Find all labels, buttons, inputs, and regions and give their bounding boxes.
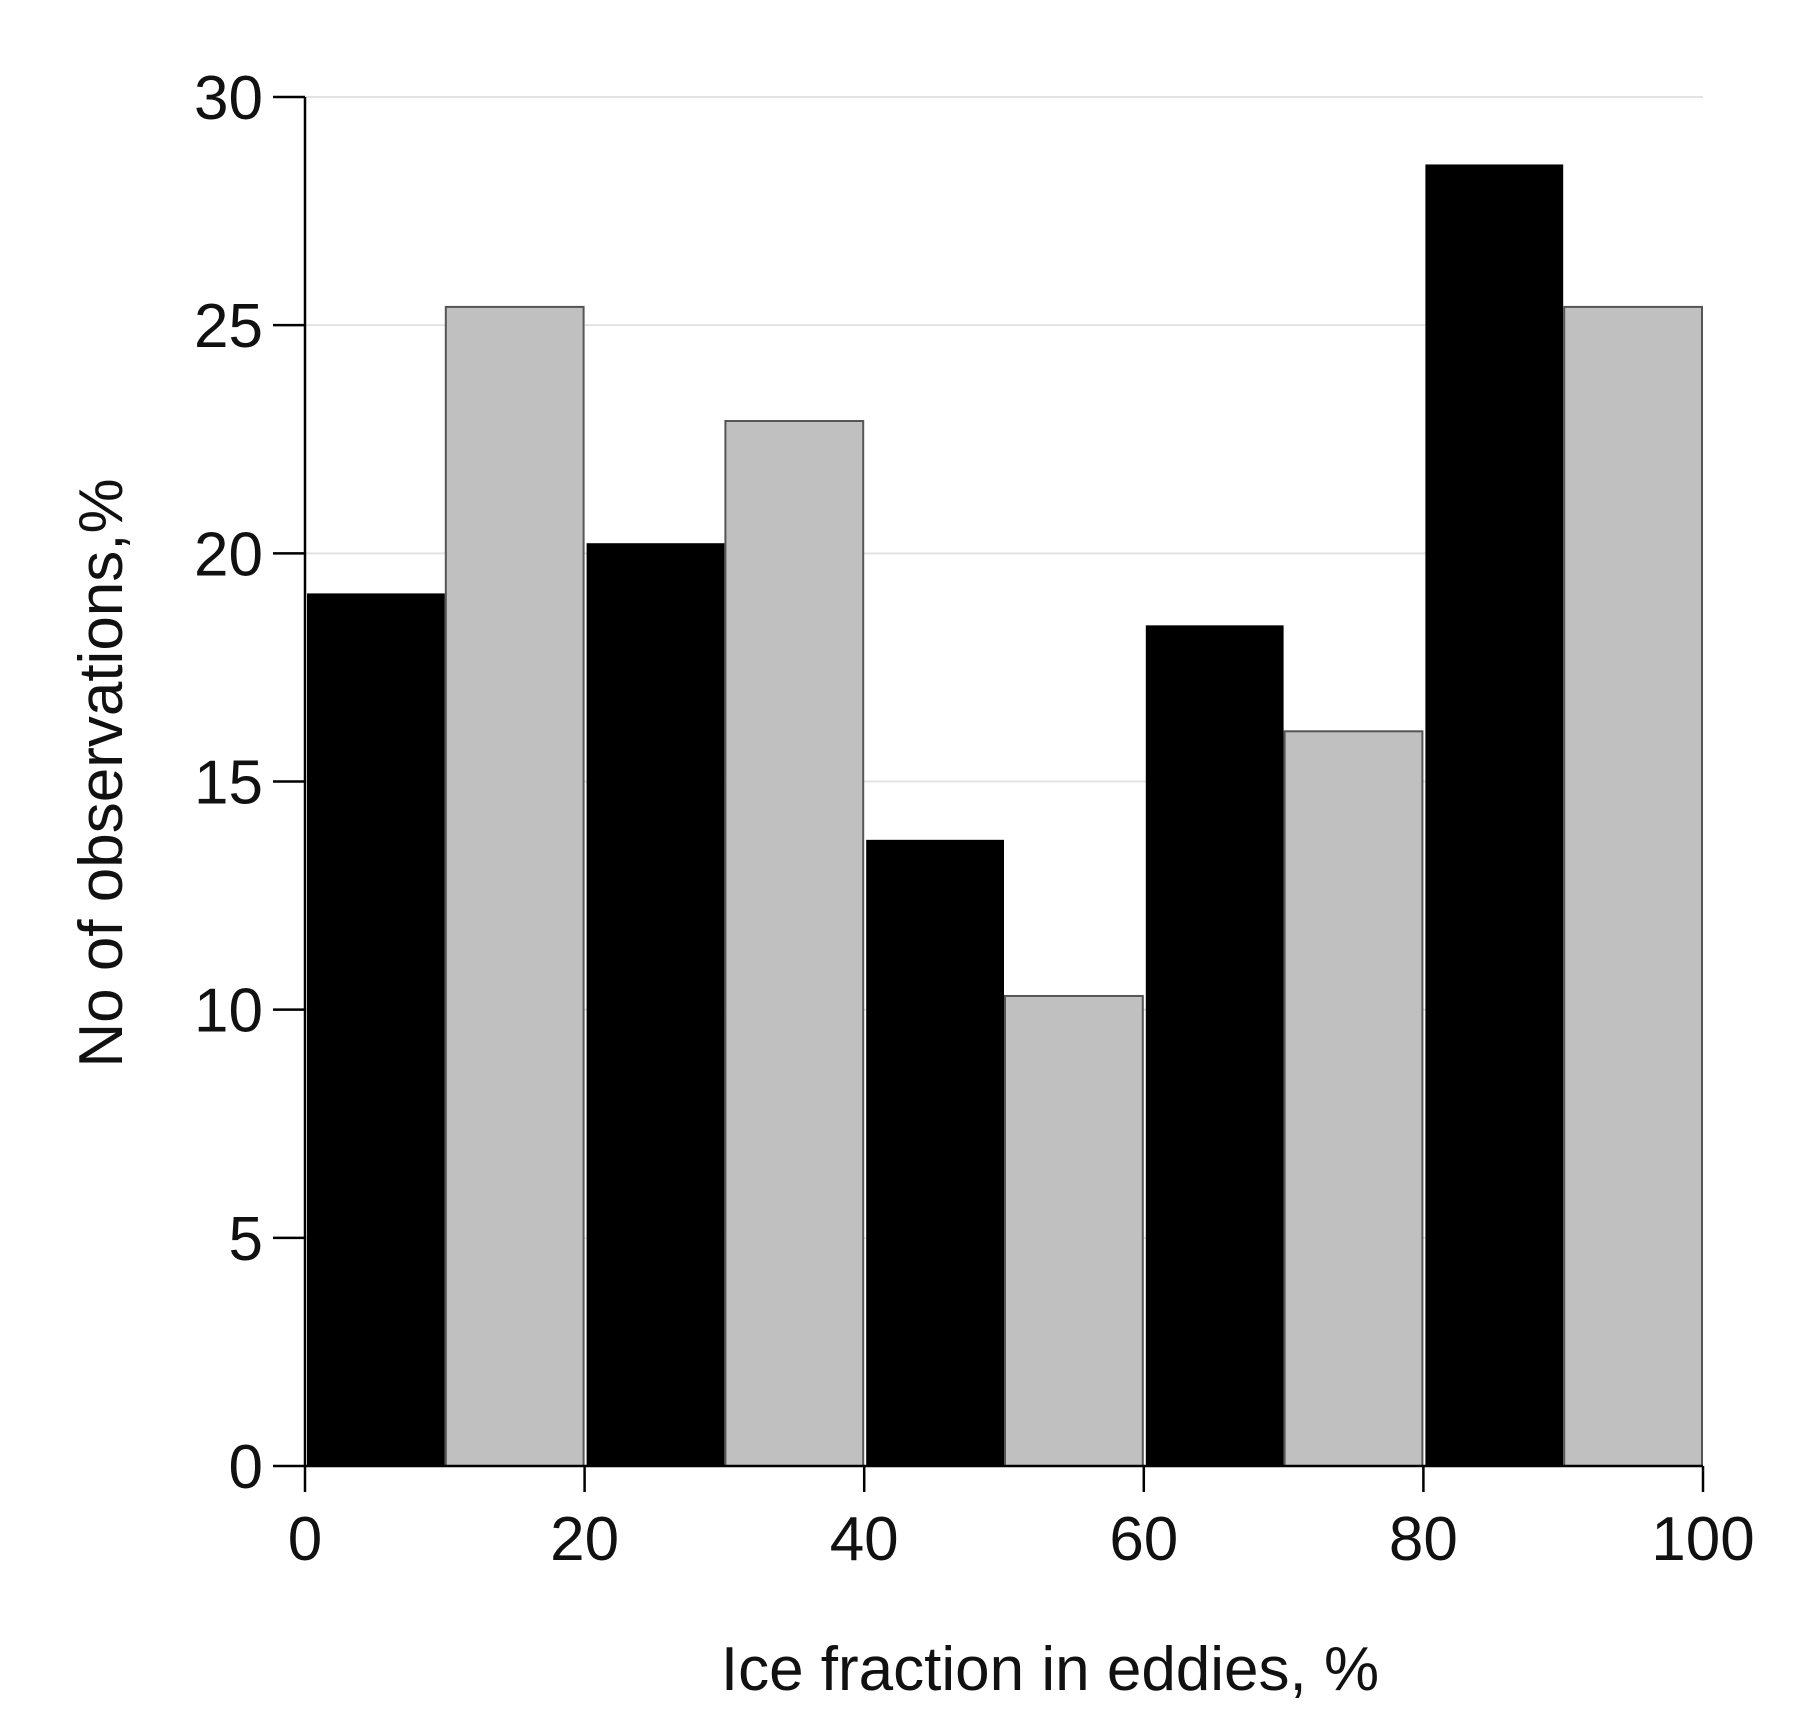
tick-labels: 0 5 10 15 20 25 30 0 20 40 60 80 100 xyxy=(194,64,1755,1574)
bar-series2-4 xyxy=(1563,305,1703,1467)
bars xyxy=(307,164,1703,1468)
x-tick-label-1: 20 xyxy=(550,1505,619,1574)
y-tick-label-0: 0 xyxy=(229,1433,263,1502)
y-tick-label-1: 5 xyxy=(229,1205,263,1274)
x-tick-label-2: 40 xyxy=(830,1505,899,1574)
y-tick-label-6: 30 xyxy=(194,64,263,133)
y-tick-label-3: 15 xyxy=(194,749,263,818)
x-tick-label-4: 80 xyxy=(1389,1505,1458,1574)
x-tick-label-0: 0 xyxy=(288,1505,322,1574)
bar-series2-2 xyxy=(1004,994,1144,1468)
bar-series1-4 xyxy=(1425,164,1564,1468)
y-tick-label-4: 20 xyxy=(194,520,263,589)
y-tick-label-2: 10 xyxy=(194,977,263,1046)
bar-series1-0 xyxy=(307,593,445,1467)
x-tick-label-3: 60 xyxy=(1109,1505,1178,1574)
bar-series1-3 xyxy=(1145,625,1284,1467)
y-axis-label: No of observations,% xyxy=(67,478,136,1067)
x-axis-label: Ice fraction in eddies, % xyxy=(721,1635,1379,1704)
y-tick-label-5: 25 xyxy=(194,292,263,361)
axes xyxy=(273,95,1705,1492)
bar-series2-1 xyxy=(724,419,865,1467)
bar-series2-0 xyxy=(444,305,585,1467)
bar-series2-3 xyxy=(1283,730,1424,1467)
bar-series1-2 xyxy=(866,839,1005,1467)
bar-series1-1 xyxy=(586,543,725,1467)
x-tick-label-5: 100 xyxy=(1651,1505,1754,1574)
